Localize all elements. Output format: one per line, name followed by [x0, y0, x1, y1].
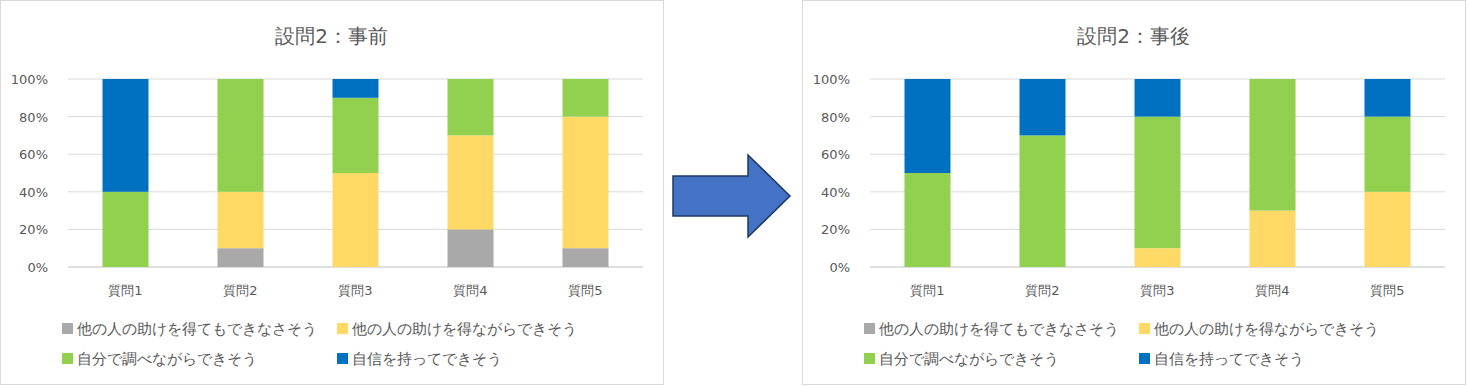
bar-segment	[905, 173, 951, 267]
bar-segment	[333, 173, 379, 267]
chart: 設問2：事前 0% 20% 40% 60% 80% 100% 質問1 質問2 質問3 質問4 質問5 他…	[1, 1, 664, 385]
bar-segment	[1250, 79, 1296, 80]
y-tick-label: 40%	[19, 185, 48, 200]
bar-segment	[448, 229, 494, 267]
arrow	[673, 155, 790, 237]
x-tick-label: 質問4	[453, 283, 487, 298]
bar-segment	[1365, 192, 1411, 267]
bar-segment	[563, 117, 609, 249]
bar-segment	[1020, 79, 1066, 135]
y-tick-label: 100%	[11, 72, 48, 87]
bar-segment	[333, 98, 379, 173]
y-tick-label: 60%	[821, 147, 850, 162]
bar-segment	[218, 79, 264, 80]
legend-swatch	[62, 323, 73, 334]
legend-label: 自信を持ってできそう	[352, 350, 502, 368]
x-tick-label: 質問1	[910, 283, 944, 298]
bar-segment	[1020, 135, 1066, 267]
bar-segment	[1135, 79, 1181, 117]
bar-segment	[103, 79, 149, 192]
legend-swatch	[337, 353, 348, 364]
legend-swatch	[1139, 323, 1150, 334]
x-tick-label: 質問3	[338, 283, 372, 298]
title: 設問2：事前	[275, 24, 388, 48]
y-tick-label: 80%	[821, 110, 850, 125]
bar-segment	[333, 79, 379, 98]
x-tick-label: 質問2	[1025, 283, 1059, 298]
bar-segment	[905, 79, 951, 173]
chart: 設問2：事後 0% 20% 40% 60% 80% 100% 質問1 質問2 質問3 質問4 質問5 他…	[803, 1, 1466, 385]
legend-swatch	[1139, 353, 1150, 364]
bar-segment	[1250, 211, 1296, 267]
y-tick-label: 80%	[19, 110, 48, 125]
bar-segment	[563, 248, 609, 267]
legend-label: 自分で調べながらできそう	[879, 350, 1059, 368]
page: 設問2：事前 0% 20% 40% 60% 80% 100% 質問1 質問2 質問3 質問4 質問5 他…	[0, 0, 1468, 386]
bar-segment	[218, 192, 264, 248]
bar-segment	[448, 79, 494, 135]
chart-frame	[803, 1, 1466, 385]
y-tick-label: 20%	[19, 222, 48, 237]
legend-swatch	[337, 323, 348, 334]
bar-segment	[218, 79, 264, 192]
x-tick-label: 質問5	[1370, 283, 1404, 298]
legend-label: 他の人の助けを得てもできなさそう	[879, 320, 1119, 338]
legend-label: 他の人の助けを得てもできなさそう	[77, 320, 317, 338]
bar-segment	[563, 79, 609, 117]
bars	[103, 79, 609, 267]
bar-segment	[1365, 79, 1411, 117]
legend-label: 他の人の助けを得ながらできそう	[352, 320, 577, 338]
legend-swatch	[864, 323, 875, 334]
title: 設問2：事後	[1077, 24, 1190, 48]
legend-swatch	[62, 353, 73, 364]
legend-swatch	[864, 353, 875, 364]
bar-segment	[1365, 117, 1411, 192]
x-tick-label: 質問2	[223, 283, 257, 298]
y-tick-label: 20%	[821, 222, 850, 237]
bar-segment	[448, 79, 494, 80]
x-tick-label: 質問3	[1140, 283, 1174, 298]
x-tick-label: 質問4	[1255, 283, 1289, 298]
bars	[905, 79, 1411, 267]
bar-segment	[103, 192, 149, 267]
legend-label: 自分で調べながらできそう	[77, 350, 257, 368]
legend-label: 自信を持ってできそう	[1154, 350, 1304, 368]
bar-segment	[1135, 248, 1181, 267]
y-tick-label: 40%	[821, 185, 850, 200]
bar-segment	[448, 135, 494, 229]
legend-label: 他の人の助けを得ながらできそう	[1154, 320, 1379, 338]
bar-segment	[218, 248, 264, 267]
chart-frame	[1, 1, 664, 385]
bar-segment	[1250, 79, 1296, 211]
y-tick-label: 60%	[19, 147, 48, 162]
y-tick-label: 0%	[27, 260, 48, 275]
y-tick-label: 100%	[813, 72, 850, 87]
x-tick-label: 質問1	[108, 283, 142, 298]
bar-segment	[1135, 117, 1181, 249]
x-tick-label: 質問5	[568, 283, 602, 298]
y-tick-label: 0%	[829, 260, 850, 275]
bar-segment	[563, 79, 609, 80]
